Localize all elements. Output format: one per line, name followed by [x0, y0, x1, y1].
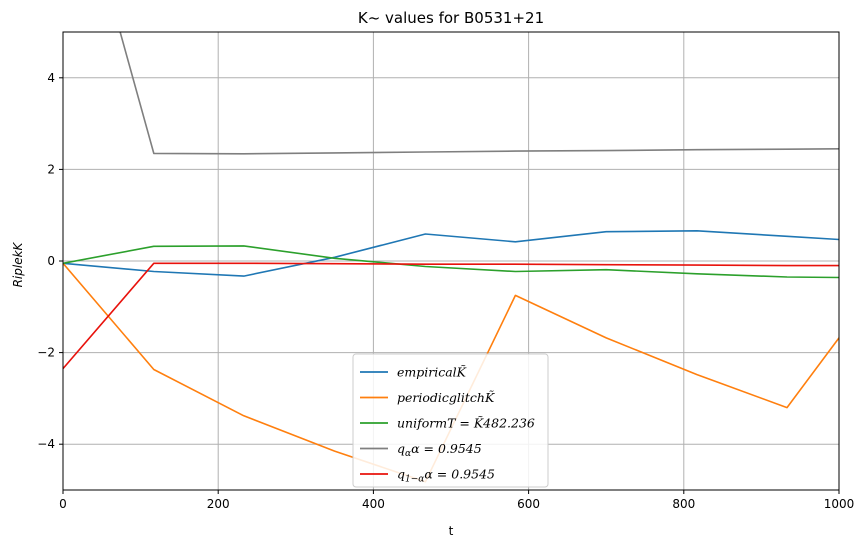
- series-line-5: [63, 262, 839, 370]
- series-line-1: [63, 230, 839, 277]
- x-tick-label: 600: [517, 497, 540, 511]
- legend-label: q1−αα = 0.9545: [397, 467, 495, 485]
- y-tick-label: 0: [47, 254, 55, 268]
- y-axis-ticks: −4 −2 0 2 4: [37, 71, 63, 451]
- series-line-4: [119, 32, 839, 155]
- y-tick-label: 4: [47, 71, 55, 85]
- x-tick-label: 400: [362, 497, 385, 511]
- legend-label: qαα = 0.9545: [397, 441, 482, 459]
- x-tick-label: 200: [207, 497, 230, 511]
- y-tick-label: 2: [47, 162, 55, 176]
- x-axis-ticks: 0 200 400 600 800 1000: [59, 490, 854, 511]
- x-axis-label: t: [449, 524, 454, 538]
- legend-label: uniformT = K̃482.236: [397, 415, 535, 430]
- legend-box: [352, 353, 549, 488]
- y-tick-label: −4: [37, 437, 55, 451]
- legend-label: empiricalK̃: [397, 364, 467, 379]
- legend: empiricalK̃ periodicglitchK̃ uniformT = K̃…: [352, 353, 549, 488]
- x-tick-label: 0: [59, 497, 67, 511]
- y-tick-label: −2: [37, 346, 55, 360]
- x-tick-label: 1000: [824, 497, 855, 511]
- legend-label: periodicglitchK̃: [397, 390, 495, 405]
- chart-title: K~ values for B0531+21: [358, 9, 544, 27]
- x-tick-label: 800: [672, 497, 695, 511]
- y-axis-label: RiplekK: [11, 241, 25, 287]
- series-line-3: [63, 245, 839, 279]
